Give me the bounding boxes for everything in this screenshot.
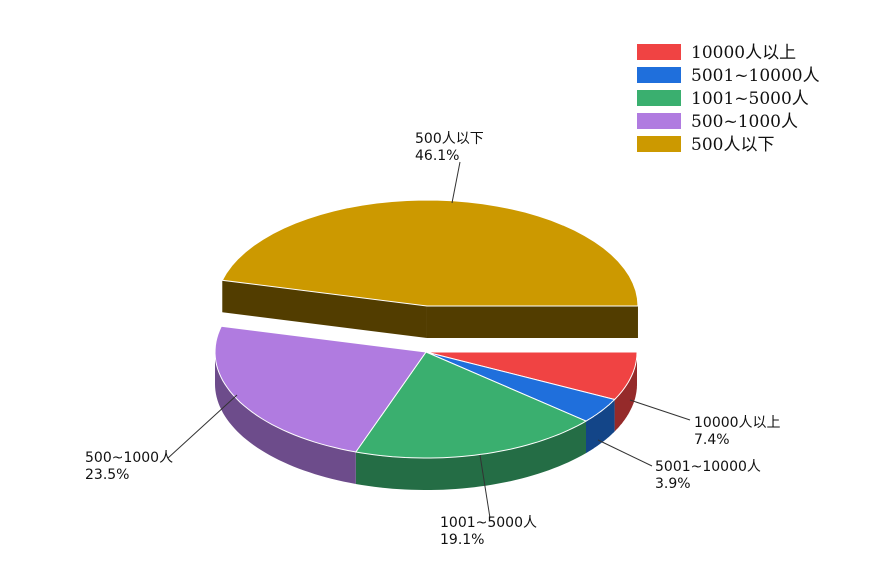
- slice-side: [614, 352, 637, 432]
- data-label-value: 46.1%: [415, 148, 459, 164]
- slice-cut-face: [222, 280, 427, 338]
- leader-line: [451, 161, 461, 204]
- data-label-category: 500人以下: [415, 131, 484, 147]
- data-label-category: 500~1000人: [85, 450, 173, 466]
- data-label-category: 10000人以上: [694, 415, 781, 431]
- slice-side: [215, 352, 356, 484]
- legend-swatch: [637, 44, 681, 60]
- legend-swatch: [637, 90, 681, 106]
- legend-label: 1001~5000人: [691, 89, 809, 109]
- pie-slice: [354, 351, 588, 459]
- data-label-value: 3.9%: [655, 476, 691, 492]
- data-label-category: 5001~10000人: [655, 459, 761, 475]
- legend-label: 500~1000人: [691, 112, 798, 132]
- legend-swatch: [637, 67, 681, 83]
- legend-label: 5001~10000人: [691, 66, 820, 86]
- legend-swatch: [637, 113, 681, 129]
- data-label-value: 23.5%: [85, 467, 129, 483]
- slice-side: [586, 399, 615, 454]
- legend-label: 10000人以上: [691, 43, 796, 63]
- slice-side: [355, 421, 586, 490]
- pie-slice: [214, 325, 427, 453]
- leader-line: [629, 399, 691, 421]
- legend-swatch: [637, 136, 681, 152]
- pie-slice: [425, 351, 616, 422]
- pie-slice: [425, 351, 638, 401]
- leader-line: [167, 394, 238, 459]
- leader-line: [479, 454, 491, 519]
- legend-label: 500人以下: [691, 135, 774, 155]
- leader-line: [597, 439, 653, 467]
- data-label-category: 1001~5000人: [440, 515, 537, 531]
- slice-cut-face: [426, 306, 638, 338]
- data-label-value: 7.4%: [694, 432, 730, 448]
- data-label-value: 19.1%: [440, 532, 484, 548]
